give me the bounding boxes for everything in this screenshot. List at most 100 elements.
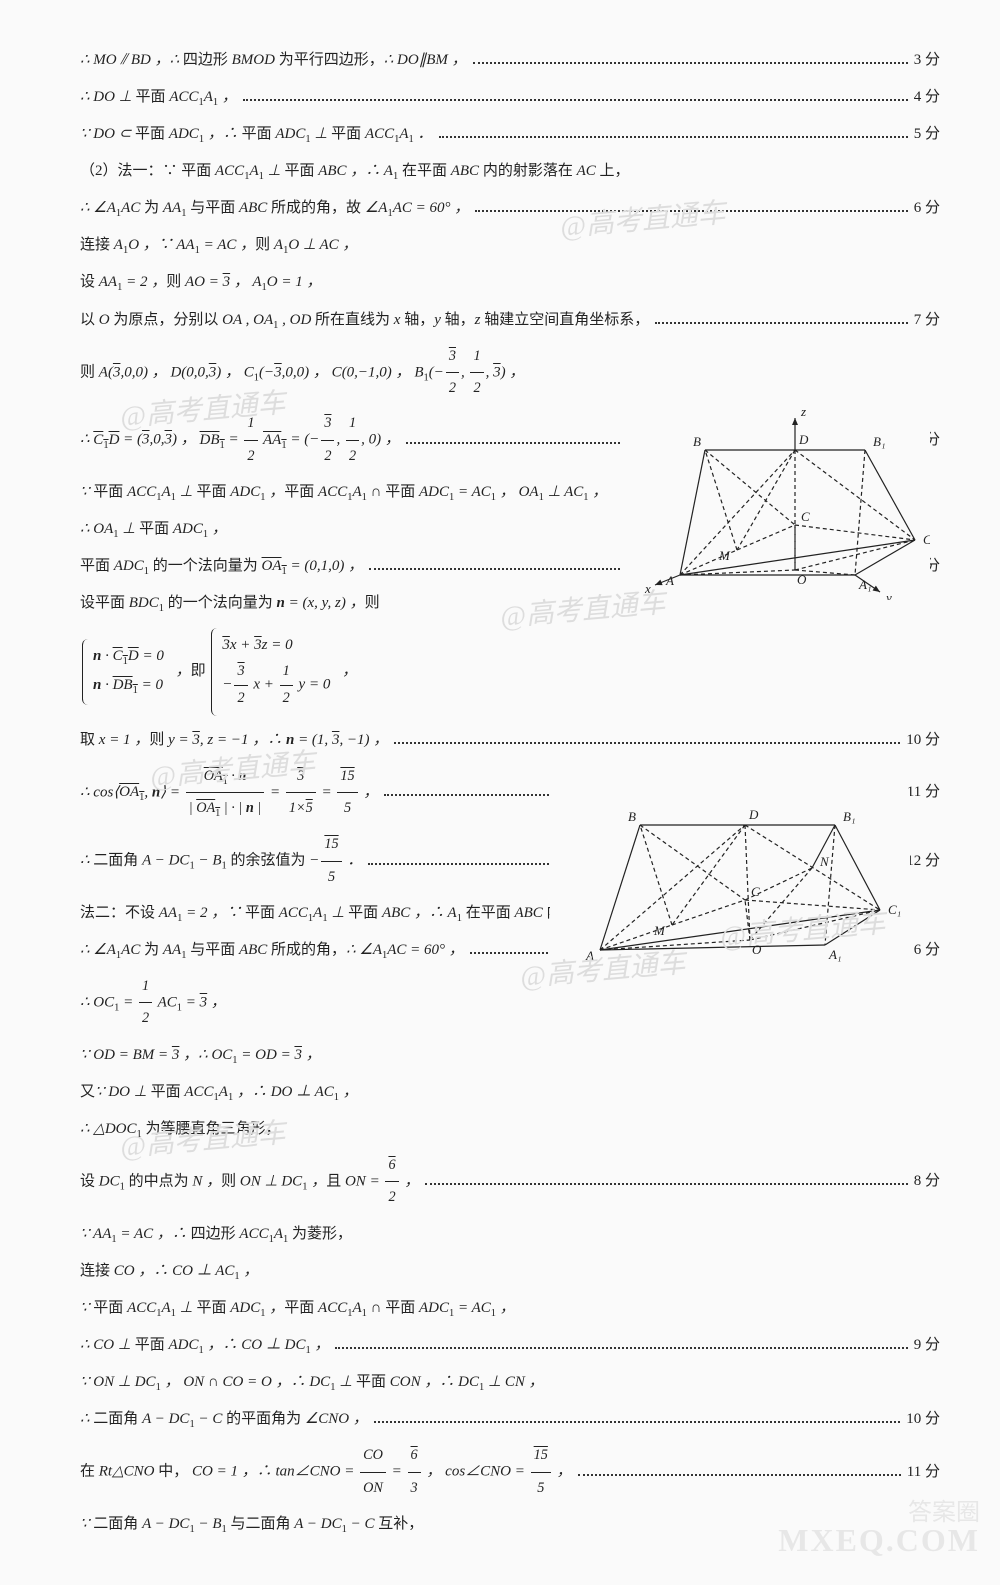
score-label: 3 分 (914, 44, 940, 77)
svg-text:x: x (644, 581, 651, 596)
line-text: ∵ OD = BM = 3 ，∴ OC1 = OD = 3 ， (80, 1039, 321, 1072)
svg-text:z: z (800, 410, 806, 419)
svg-text:C₁: C₁ (923, 532, 930, 547)
geometry-figure-1: B D B₁ M C C₁ A O A₁ x y z (620, 410, 930, 600)
geometry-figure-2: B D B₁ N M C C₁ A O A₁ (550, 790, 910, 970)
solution-line: 设 AA1 = 2 ，则 AO = 3 ， A1O = 1 ， (80, 266, 940, 299)
line-text: n · C1D = 0n · DB1 = 0 ，即 3x + 3z = 0−32… (80, 624, 357, 719)
line-text: ∴ C1D = (3,0,3) ， DB1 = 12 AA1 = (−32, 1… (80, 408, 400, 472)
line-text: ∴ cos⟨OA1, n⟩ = OA1 · n| OA1 | · | n | =… (80, 761, 378, 826)
svg-text:A₁: A₁ (858, 577, 871, 592)
line-text: 平面 ADC1 的一个法向量为 OA1 = (0,1,0) ， (80, 550, 363, 583)
solution-line: 取 x = 1 ，则 y = 3, z = −1 ，∴ n = (1, 3, −… (80, 724, 940, 757)
line-text: ∴ 二面角 A − DC1 − C 的平面角为 ∠CNO ， (80, 1403, 368, 1436)
score-label: 11 分 (907, 1456, 940, 1489)
line-text: ∵ AA1 = AC ，∴ 四边形 ACC1A1 为菱形， (80, 1218, 352, 1251)
line-text: ∵ 二面角 A − DC1 − B1 与二面角 A − DC1 − C 互补， (80, 1508, 423, 1541)
line-text: ∴ ∠A1AC 为 AA1 与平面 ABC 所成的角，故 ∠A1AC = 60°… (80, 192, 469, 225)
leader-dots (473, 51, 908, 65)
solution-line: ∵ ON ⊥ DC1 ， ON ∩ CO = O ，∴ DC1 ⊥ 平面 CON… (80, 1366, 940, 1399)
score-label: 10 分 (906, 724, 940, 757)
solution-line: 以 O 为原点，分别以 OA , OA1 , OD 所在直线为 x 轴，y 轴，… (80, 304, 940, 337)
svg-text:O: O (797, 572, 807, 587)
leader-dots (394, 730, 900, 744)
solution-line: ∴ DO ⊥ 平面 ACC1A1 ， 4 分 (80, 81, 940, 114)
svg-text:y: y (884, 590, 892, 600)
solution-line: ∴ OC1 = 12 AC1 = 3 ， (80, 971, 940, 1035)
line-text: 在 Rt△CNO 中， CO = 1 ，∴ tan∠CNO = COON = 6… (80, 1440, 572, 1504)
svg-text:B₁: B₁ (873, 434, 885, 449)
svg-text:A₁: A₁ (828, 947, 841, 962)
score-label: 8 分 (914, 1165, 940, 1198)
svg-text:A: A (665, 573, 674, 588)
svg-text:B: B (628, 809, 636, 824)
solution-line: ∵ AA1 = AC ，∴ 四边形 ACC1A1 为菱形， (80, 1218, 940, 1251)
line-text: ∴ △DOC1 为等腰直角三角形， (80, 1113, 281, 1146)
score-label: 4 分 (914, 81, 940, 114)
svg-text:M: M (718, 548, 731, 563)
line-text: ∵ ON ⊥ DC1 ， ON ∩ CO = O ，∴ DC1 ⊥ 平面 CON… (80, 1366, 544, 1399)
leader-dots (374, 1410, 900, 1424)
line-text: ∴ ∠A1AC 为 AA1 与平面 ABC 所成的角，∴ ∠A1AC = 60°… (80, 934, 464, 967)
line-text: ∴ 二面角 A − DC1 − B1 的余弦值为 −155 ． (80, 829, 362, 893)
line-text: 又∵ DO ⊥ 平面 ACC1A1 ，∴ DO ⊥ AC1 ， (80, 1076, 358, 1109)
solution-line: 连接 A1O ，∵ AA1 = AC ，则 A1O ⊥ AC ， (80, 229, 940, 262)
line-text: ∴ CO ⊥ 平面 ADC1 ，∴ CO ⊥ DC1 ， (80, 1329, 329, 1362)
line-text: 连接 A1O ，∵ AA1 = AC ，则 A1O ⊥ AC ， (80, 229, 357, 262)
svg-text:D: D (798, 432, 809, 447)
svg-text:O: O (752, 942, 762, 957)
leader-dots (475, 199, 908, 213)
line-text: 取 x = 1 ，则 y = 3, z = −1 ，∴ n = (1, 3, −… (80, 724, 388, 757)
line-text: ∴ OA1 ⊥ 平面 ADC1 ， (80, 513, 227, 546)
svg-text:C₁: C₁ (888, 902, 901, 917)
svg-text:B: B (693, 434, 701, 449)
solution-line: 设 DC1 的中点为 N ，则 ON ⊥ DC1 ，且 ON = 62 ， 8 分 (80, 1150, 940, 1214)
score-label: 12 分 (906, 845, 940, 878)
score-label: 7 分 (914, 304, 940, 337)
svg-text:D: D (748, 807, 759, 822)
corner-watermark-url: MXEQ.COM (778, 1505, 980, 1575)
score-label: 6 分 (914, 934, 940, 967)
svg-text:C: C (751, 884, 760, 899)
leader-dots (439, 125, 908, 139)
line-text: ∴ DO ⊥ 平面 ACC1A1 ， (80, 81, 237, 114)
solution-line: 则 A(3,0,0) ， D(0,0,3) ， C1(−3,0,0) ， C(0… (80, 341, 940, 405)
solution-line: ∴ 二面角 A − DC1 − C 的平面角为 ∠CNO ， 10 分 (80, 1403, 940, 1436)
leader-dots (655, 310, 907, 324)
solution-line: 连接 CO ，∴ CO ⊥ AC1 ， (80, 1255, 940, 1288)
solution-line: ∴ CO ⊥ 平面 ADC1 ，∴ CO ⊥ DC1 ， 9 分 (80, 1329, 940, 1362)
line-text: ∴ OC1 = 12 AC1 = 3 ， (80, 971, 226, 1035)
solution-line: 在 Rt△CNO 中， CO = 1 ，∴ tan∠CNO = COON = 6… (80, 1440, 940, 1504)
score-label: 5 分 (914, 118, 940, 151)
solution-line: ∵ DO ⊂ 平面 ADC1 ，∴ 平面 ADC1 ⊥ 平面 ACC1A1 ． 5… (80, 118, 940, 151)
line-text: 设 DC1 的中点为 N ，则 ON ⊥ DC1 ，且 ON = 62 ， (80, 1150, 419, 1214)
solution-line: ∵ OD = BM = 3 ，∴ OC1 = OD = 3 ， (80, 1039, 940, 1072)
line-text: ∵ DO ⊂ 平面 ADC1 ，∴ 平面 ADC1 ⊥ 平面 ACC1A1 ． (80, 118, 433, 151)
svg-text:M: M (653, 923, 666, 938)
line-text: 则 A(3,0,0) ， D(0,0,3) ， C1(−3,0,0) ， C(0… (80, 341, 524, 405)
line-text: ∵ 平面 ACC1A1 ⊥ 平面 ADC1 ，平面 ACC1A1 ∩ 平面 AD… (80, 476, 607, 509)
svg-text:B₁: B₁ (843, 809, 855, 824)
score-label: 9 分 (914, 1329, 940, 1362)
line-text: 连接 CO ，∴ CO ⊥ AC1 ， (80, 1255, 258, 1288)
line-text: （2）法一：∵ 平面 ACC1A1 ⊥ 平面 ABC ，∴ A1 在平面 ABC… (80, 155, 630, 188)
line-text: 以 O 为原点，分别以 OA , OA1 , OD 所在直线为 x 轴，y 轴，… (80, 304, 649, 337)
score-label: 10 分 (906, 1403, 940, 1436)
leader-dots (425, 1172, 907, 1186)
line-text: ∵ 平面 ACC1A1 ⊥ 平面 ADC1 ，平面 ACC1A1 ∩ 平面 AD… (80, 1292, 515, 1325)
solution-line: ∴ MO ⫽ BD ，∴ 四边形 BMOD 为平行四边形，∴ DO∥BM ， 3 … (80, 44, 940, 77)
line-text: 设平面 BDC1 的一个法向量为 n = (x, y, z) ，则 (80, 587, 380, 620)
line-text: 设 AA1 = 2 ，则 AO = 3 ， A1O = 1 ， (80, 266, 321, 299)
leader-dots (243, 88, 908, 102)
leader-dots (335, 1336, 907, 1350)
leader-dots (578, 1462, 901, 1476)
line-text: ∴ MO ⫽ BD ，∴ 四边形 BMOD 为平行四边形，∴ DO∥BM ， (80, 44, 467, 77)
solution-line: ∴ ∠A1AC 为 AA1 与平面 ABC 所成的角，故 ∠A1AC = 60°… (80, 192, 940, 225)
svg-text:N: N (819, 854, 830, 869)
solution-line: （2）法一：∵ 平面 ACC1A1 ⊥ 平面 ABC ，∴ A1 在平面 ABC… (80, 155, 940, 188)
svg-text:A: A (585, 948, 594, 963)
score-label: 6 分 (914, 192, 940, 225)
solution-line: n · C1D = 0n · DB1 = 0 ，即 3x + 3z = 0−32… (80, 624, 940, 719)
solution-line: 又∵ DO ⊥ 平面 ACC1A1 ，∴ DO ⊥ AC1 ， (80, 1076, 940, 1109)
svg-text:C: C (801, 509, 810, 524)
